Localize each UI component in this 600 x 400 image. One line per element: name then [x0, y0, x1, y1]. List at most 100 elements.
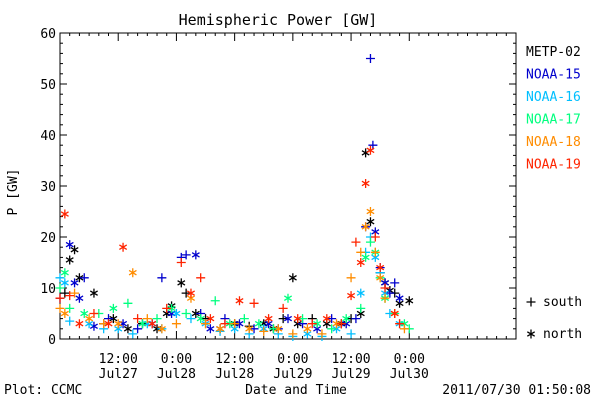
x-tick-time-label: 12:00: [331, 352, 370, 367]
data-point-south: [70, 288, 80, 298]
data-point-north: [342, 314, 351, 324]
data-point-north: [283, 314, 293, 324]
data-point-north: [376, 273, 385, 283]
data-point-south: [196, 273, 206, 283]
data-point-south: [157, 273, 167, 283]
data-point-south: [181, 288, 191, 298]
data-point-south: [128, 329, 138, 339]
data-point-south: [60, 288, 70, 298]
x-tick-time-label: 12:00: [99, 352, 138, 367]
x-tick-date-label: Jul28: [157, 367, 196, 382]
data-point-north: [356, 288, 365, 298]
data-point-north: [167, 303, 176, 313]
data-point-north: [361, 222, 370, 232]
data-point-north: [235, 296, 244, 306]
data-point-south: [133, 314, 143, 324]
data-point-south: [268, 324, 278, 334]
legend-item: NOAA-16: [526, 90, 581, 105]
legend-item: NOAA-17: [526, 113, 581, 128]
data-point-south: [65, 316, 75, 326]
data-point-north: [119, 242, 128, 252]
data-point-north: [65, 240, 74, 250]
data-point-north: [274, 324, 283, 334]
data-point-north: [254, 319, 263, 329]
data-point-north: [235, 319, 244, 329]
data-point-north: [361, 178, 370, 188]
data-point-north: [172, 309, 181, 318]
data-point-north: [109, 314, 118, 324]
asterisk-marker-icon: [526, 329, 536, 339]
data-point-north: [196, 314, 205, 324]
x-tick-date-label: Jul28: [215, 367, 254, 382]
data-point-south: [181, 309, 191, 318]
data-point-north: [148, 319, 157, 329]
data-point-south: [239, 314, 249, 324]
data-point-north: [186, 288, 196, 298]
data-point-north: [390, 309, 399, 318]
legend-item: NOAA-18: [526, 135, 581, 150]
x-tick-time-label: 0:00: [161, 352, 192, 367]
data-point-south: [259, 326, 269, 336]
data-point-south: [307, 319, 317, 329]
x-axis: 12:00Jul270:00Jul2812:00Jul280:00Jul2912…: [69, 33, 507, 382]
data-point-north: [225, 319, 234, 329]
data-point-south: [65, 291, 75, 301]
data-point-north: [114, 319, 123, 329]
data-point-north: [245, 324, 254, 334]
data-point-north: [361, 252, 370, 262]
marker-legend-label: south: [543, 295, 582, 310]
data-point-north: [191, 309, 200, 318]
data-point-south: [176, 258, 186, 267]
data-point-north: [376, 263, 385, 273]
data-point-north: [356, 258, 365, 267]
data-point-south: [181, 250, 191, 260]
x-tick-date-label: Jul29: [331, 367, 370, 382]
marker-legend-label: north: [543, 327, 582, 342]
data-point-north: [75, 273, 84, 283]
data-point-north: [322, 314, 331, 324]
data-point-north: [89, 288, 98, 298]
data-point-north: [60, 209, 69, 219]
data-point-south: [123, 298, 133, 308]
data-point-north: [366, 217, 375, 227]
x-tick-time-label: 0:00: [394, 352, 425, 367]
data-point-north: [303, 324, 312, 334]
data-point-south: [356, 247, 366, 257]
marker-legend: south north: [526, 295, 582, 342]
data-point-north: [60, 268, 69, 278]
chart-title: Hemispheric Power [GW]: [179, 11, 378, 29]
data-point-south: [65, 303, 75, 313]
data-point-south: [152, 314, 162, 324]
data-point-south: [365, 54, 375, 63]
data-point-north: [313, 319, 322, 329]
data-point-south: [79, 273, 89, 283]
data-point-north: [332, 319, 341, 329]
data-markers: [55, 54, 414, 341]
data-point-north: [60, 309, 69, 318]
x-tick-time-label: 12:00: [215, 352, 254, 367]
data-point-north: [366, 145, 375, 155]
data-point-north: [104, 319, 113, 329]
data-point-south: [171, 319, 181, 329]
legend-item: NOAA-19: [526, 158, 581, 173]
data-point-north: [288, 273, 297, 283]
data-point-south: [186, 314, 196, 324]
y-tick-label: 40: [40, 129, 56, 144]
data-point-north: [347, 291, 356, 301]
data-point-south: [370, 247, 380, 257]
data-point-north: [123, 324, 132, 334]
data-point-north: [109, 303, 118, 313]
data-point-north: [191, 250, 200, 260]
data-point-south: [210, 296, 220, 306]
data-point-south: [201, 319, 211, 329]
data-point-south: [142, 314, 152, 324]
y-tick-label: 50: [40, 78, 56, 93]
y-tick-label: 20: [40, 231, 56, 246]
data-point-south: [380, 293, 390, 303]
plot-frame: [59, 32, 517, 340]
data-point-north: [206, 314, 215, 324]
data-point-south: [298, 314, 308, 324]
legend-item: METP-02: [526, 45, 581, 60]
data-point-north: [405, 296, 414, 306]
